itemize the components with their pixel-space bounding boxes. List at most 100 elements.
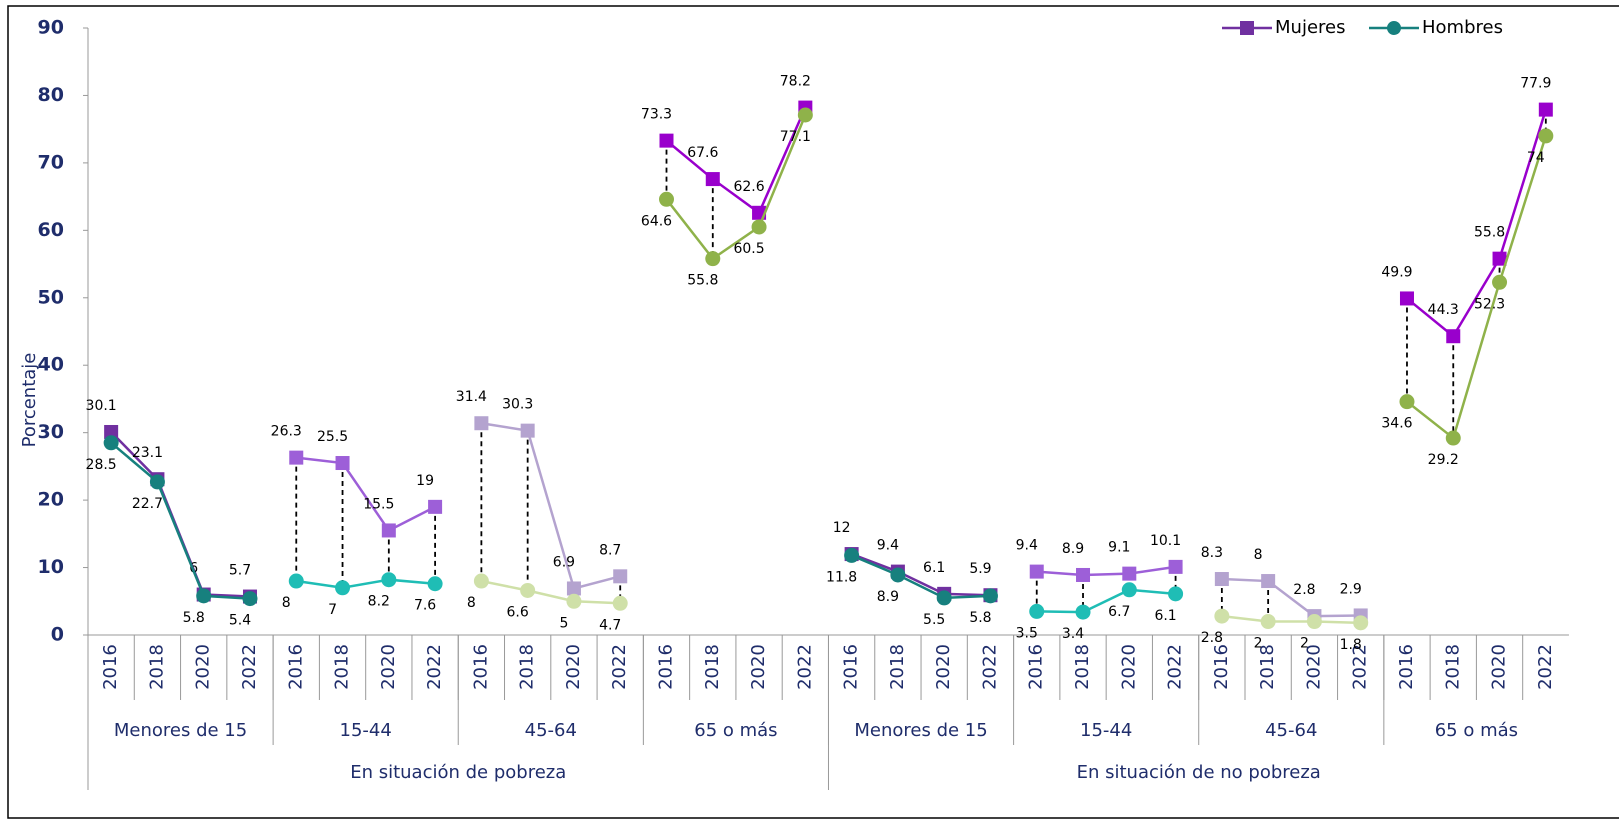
data-label: 30.3 (502, 397, 533, 413)
marker (242, 591, 258, 607)
x-tick-label: 2022 (609, 644, 630, 690)
series-line (481, 421, 621, 590)
x-tick-label: 2020 (1489, 644, 1510, 690)
data-label: 6.1 (923, 560, 945, 576)
marker (1029, 603, 1045, 619)
data-label: 8.3 (1201, 545, 1223, 561)
marker (936, 590, 952, 606)
data-label: 3.4 (1062, 626, 1084, 642)
x-tick-label: 2020 (378, 644, 399, 690)
marker (1029, 564, 1044, 579)
marker (613, 569, 628, 584)
data-label: 9.1 (1108, 540, 1130, 556)
y-tick-label: 10 (38, 556, 64, 578)
age-group-label: Menores de 15 (854, 720, 987, 741)
series-line (481, 579, 621, 605)
marker (381, 523, 396, 538)
marker (103, 435, 119, 451)
data-label: 31.4 (456, 389, 487, 405)
data-label: 1.8 (1340, 637, 1362, 653)
data-label: 7.6 (414, 598, 436, 614)
series-line (1221, 614, 1361, 625)
marker (474, 416, 489, 431)
x-tick-label: 2016 (1026, 644, 1047, 690)
marker (1538, 102, 1553, 117)
x-tick-label: 2018 (702, 644, 723, 690)
data-label: 62.6 (733, 179, 764, 195)
series-line (665, 114, 807, 261)
marker (1168, 586, 1184, 602)
age-group-label: 65 o más (694, 720, 777, 741)
marker (335, 456, 350, 471)
data-label: 3.5 (1016, 625, 1038, 641)
marker (335, 580, 351, 596)
marker (427, 576, 443, 592)
data-label: 5.8 (969, 610, 991, 626)
y-axis-label: Porcentaje (19, 353, 40, 448)
age-group-label: 15-44 (340, 720, 392, 741)
data-label: 9.4 (1016, 538, 1038, 554)
age-group-label: 45-64 (525, 720, 577, 741)
x-tick-label: 2022 (794, 644, 815, 690)
y-tick-label: 60 (38, 219, 64, 241)
data-label: 55.8 (1474, 225, 1505, 241)
data-label: 2.8 (1201, 630, 1223, 646)
age-group-label: 65 o más (1435, 720, 1518, 741)
x-tick-label: 2022 (424, 644, 445, 690)
x-tick-label: 2022 (979, 644, 1000, 690)
data-label: 8.9 (1062, 541, 1084, 557)
marker (104, 424, 119, 439)
marker (1261, 574, 1276, 589)
marker (890, 567, 906, 583)
x-tick-label: 2018 (146, 644, 167, 690)
data-label: 5.4 (229, 613, 251, 629)
series-line (296, 578, 436, 590)
marker (289, 450, 304, 465)
series-line (296, 456, 436, 533)
data-label: 7 (328, 602, 337, 618)
marker (1492, 251, 1507, 266)
data-label: 29.2 (1428, 452, 1459, 468)
data-label: 60.5 (733, 241, 764, 257)
data-label: 6.1 (1154, 608, 1176, 624)
marker (1538, 128, 1554, 144)
legend-marker (1240, 21, 1254, 35)
age-group-label: 15-44 (1080, 720, 1132, 741)
data-label: 11.8 (826, 569, 857, 585)
marker (196, 588, 212, 604)
legend-label: Hombres (1422, 17, 1503, 38)
x-tick-label: 2020 (748, 644, 769, 690)
marker (1168, 559, 1183, 574)
marker (659, 191, 674, 207)
section-label: En situación de no pobreza (1077, 762, 1321, 783)
data-label: 30.1 (86, 398, 117, 414)
y-tick-label: 20 (38, 489, 64, 511)
data-label: 77.9 (1520, 76, 1551, 92)
marker (520, 423, 535, 438)
series-line (851, 554, 991, 600)
data-label: 5.7 (229, 563, 251, 579)
y-tick-label: 40 (38, 354, 64, 376)
x-tick-label: 2022 (1535, 644, 1556, 690)
data-label: 8 (282, 595, 291, 611)
x-tick-label: 2018 (1072, 644, 1093, 690)
marker (1446, 329, 1461, 344)
x-tick-label: 2020 (563, 644, 584, 690)
data-label: 5.9 (969, 561, 991, 577)
marker (1122, 566, 1137, 581)
series-line (851, 552, 991, 597)
data-label: 55.8 (687, 273, 718, 289)
x-tick-label: 2016 (285, 644, 306, 690)
data-label: 5 (559, 615, 568, 631)
y-tick-label: 80 (38, 84, 64, 106)
x-tick-label: 2018 (887, 644, 908, 690)
legend-label: Mujeres (1275, 17, 1345, 38)
data-label: 34.6 (1381, 416, 1412, 432)
marker (1214, 608, 1230, 624)
data-label: 19 (416, 473, 434, 489)
data-label: 67.6 (687, 145, 718, 161)
x-tick-label: 2016 (841, 644, 862, 690)
x-tick-label: 2016 (1396, 644, 1417, 690)
series-line (1036, 565, 1176, 577)
